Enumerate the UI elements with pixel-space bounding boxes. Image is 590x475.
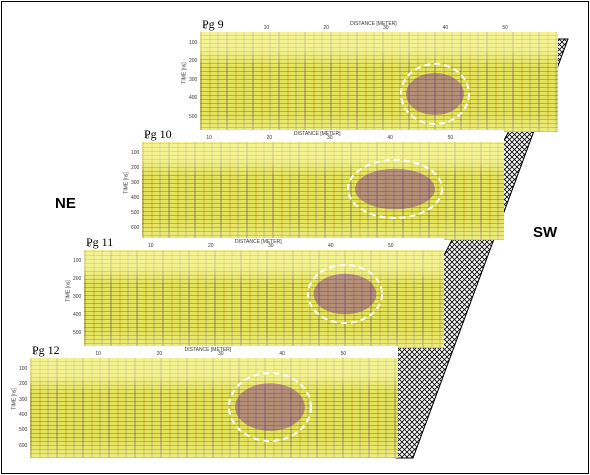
- anomaly-overlay: [180, 20, 558, 132]
- direction-label: SW: [533, 224, 557, 241]
- figure: Pg 9DISTANCE [METER]TIME [ns]01020304050…: [1, 1, 589, 474]
- reflection-zone: [314, 274, 377, 315]
- reflection-zone: [355, 169, 435, 210]
- anomaly-overlay: [122, 130, 504, 240]
- reflection-zone: [235, 383, 305, 431]
- reflection-zone: [406, 73, 464, 115]
- anomaly-overlay: [10, 346, 398, 458]
- anomaly-overlay: [64, 238, 444, 348]
- direction-label: NE: [55, 195, 76, 212]
